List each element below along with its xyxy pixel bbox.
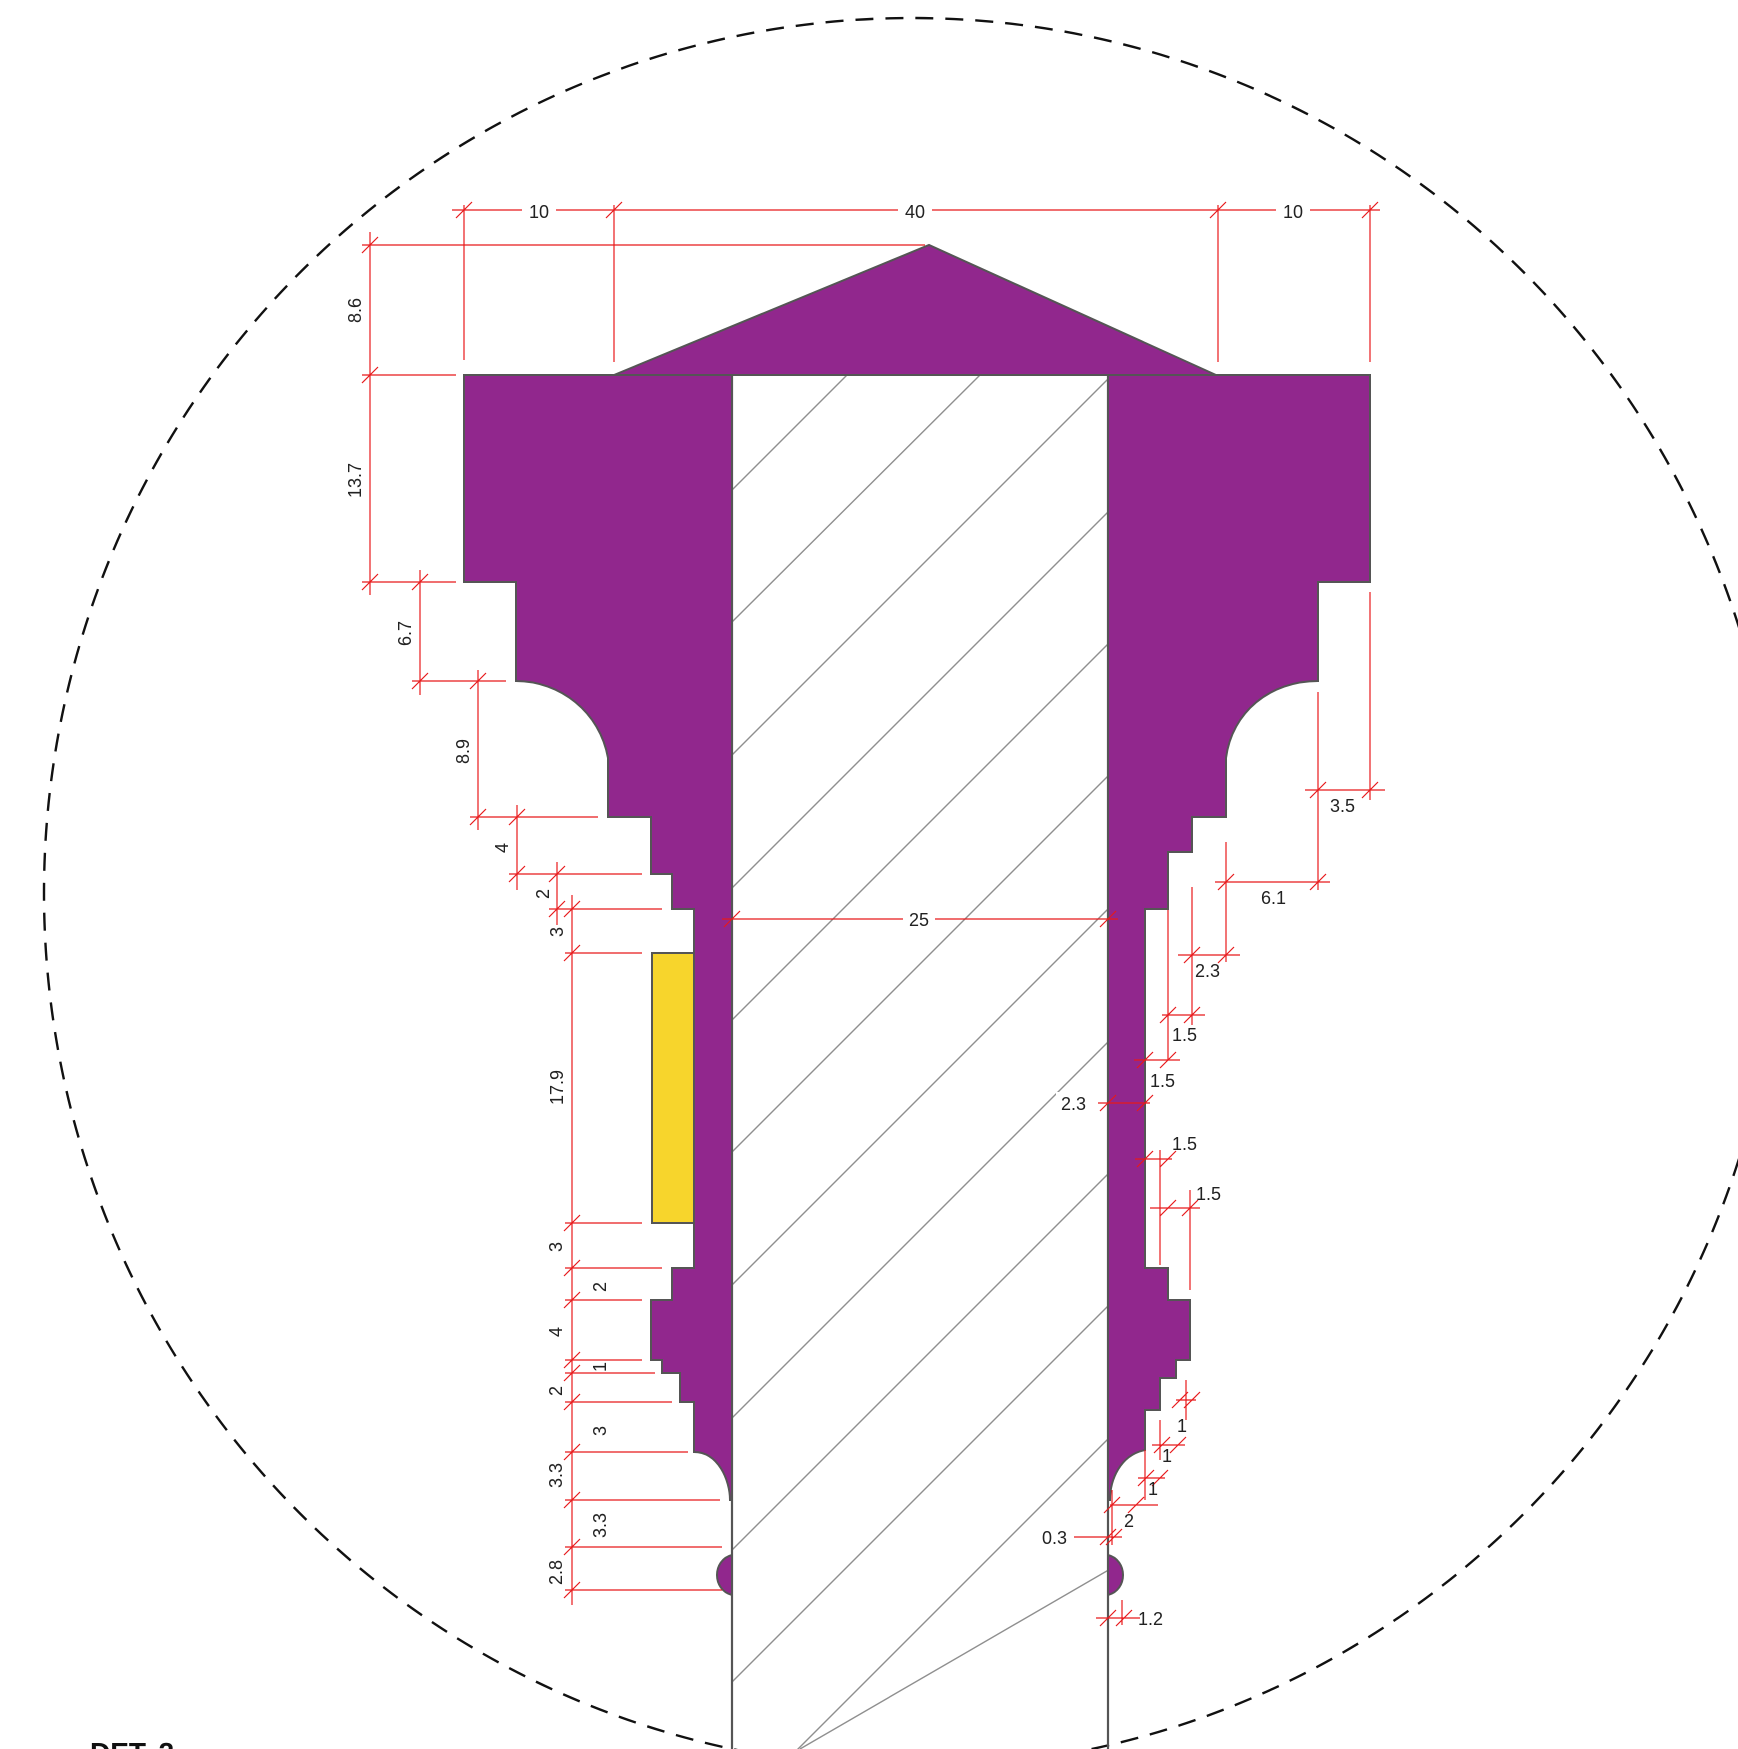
- dim-lower-4: 4: [546, 1327, 566, 1337]
- dim-top-right: 10: [1283, 202, 1303, 222]
- dim-lower-2: 2: [590, 1282, 610, 1292]
- dimensions: 10 40 10 8.6 13.7 6.7 8.9 4: [345, 198, 1385, 1629]
- dim-right-1-5c: 1.5: [1172, 1134, 1197, 1154]
- dim-right-2: 2: [1124, 1511, 1134, 1531]
- dim-right-2-3: 2.3: [1195, 961, 1220, 981]
- dim-cap-height: 13.7: [345, 463, 365, 498]
- dim-right-0-3: 0.3: [1042, 1528, 1067, 1548]
- dim-cove-height: 8.9: [453, 739, 473, 764]
- dim-fillet-height: 4: [492, 843, 512, 853]
- dim-right-1-5d: 1.5: [1196, 1184, 1221, 1204]
- dim-right-1-5b: 1.5: [1150, 1071, 1175, 1091]
- dim-lower-2-8: 2.8: [546, 1560, 566, 1585]
- dim-right-6-1: 6.1: [1261, 888, 1286, 908]
- dim-lower-1: 1: [590, 1362, 610, 1372]
- dim-top-span: 40: [905, 202, 925, 222]
- dim-lower-3b: 3: [590, 1426, 610, 1436]
- dim-step-3: 3: [547, 927, 567, 937]
- dim-right-2-3b: 2.3: [1061, 1094, 1086, 1114]
- core-hatch: [732, 375, 1108, 1749]
- dim-right-3-5: 3.5: [1330, 796, 1355, 816]
- dim-right-1a: 1: [1177, 1416, 1187, 1436]
- right-moulding-profile: [1107, 374, 1371, 1597]
- dim-right-1b: 1: [1162, 1446, 1172, 1466]
- dim-lower-3-3b: 3.3: [590, 1513, 610, 1538]
- dim-step-2: 2: [533, 889, 553, 899]
- detail-reference-label: DET. 2: [90, 1737, 174, 1749]
- yellow-insert: [651, 952, 695, 1224]
- dim-lower-2b: 2: [546, 1386, 566, 1396]
- dim-top-left: 10: [529, 202, 549, 222]
- detail-bubble: [43, 17, 1738, 1749]
- dim-right-1c: 1: [1148, 1479, 1158, 1499]
- pediment: [613, 243, 1217, 376]
- dim-core-width: 25: [909, 910, 929, 930]
- dim-insert-height: 17.9: [547, 1070, 567, 1105]
- dim-right-1-5a: 1.5: [1172, 1025, 1197, 1045]
- dim-step-1: 6.7: [395, 621, 415, 646]
- dim-lower-3-3a: 3.3: [546, 1463, 566, 1488]
- dim-right-1-2: 1.2: [1138, 1609, 1163, 1629]
- dim-lower-3: 3: [546, 1242, 566, 1252]
- left-moulding-profile: [463, 374, 733, 1597]
- dim-pediment-height: 8.6: [345, 298, 365, 323]
